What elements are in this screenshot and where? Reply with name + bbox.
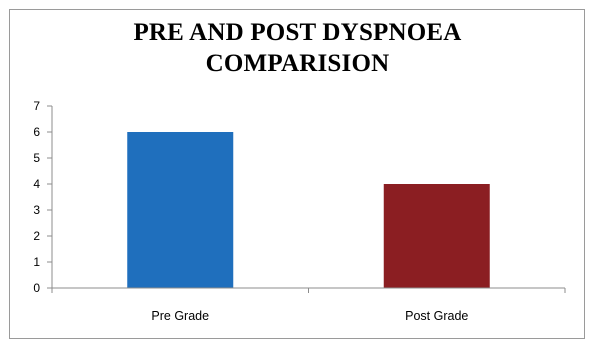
y-tick-label: 0 <box>33 281 40 295</box>
bars <box>127 132 490 288</box>
x-category-label: Pre Grade <box>151 309 209 323</box>
x-category-label: Post Grade <box>405 309 468 323</box>
bar-pre-grade <box>127 132 234 288</box>
y-axis: 0 1 2 3 4 5 6 7 <box>33 99 53 295</box>
bar-post-grade <box>383 184 490 288</box>
chart-title-line-2: COMPARISION <box>205 50 390 77</box>
chart-title-line-1: PRE AND POST DYSPNOEA <box>133 19 462 46</box>
y-tick-label: 6 <box>33 125 40 139</box>
y-tick-label: 7 <box>33 99 40 113</box>
y-tick-label: 2 <box>33 229 40 243</box>
y-tick-label: 3 <box>33 203 40 217</box>
y-tick-label: 4 <box>33 177 40 191</box>
y-tick-label: 1 <box>33 255 40 269</box>
y-tick-label: 5 <box>33 151 40 165</box>
x-axis: Pre Grade Post Grade <box>51 287 566 323</box>
chart-title: PRE AND POST DYSPNOEA COMPARISION <box>0 17 595 79</box>
